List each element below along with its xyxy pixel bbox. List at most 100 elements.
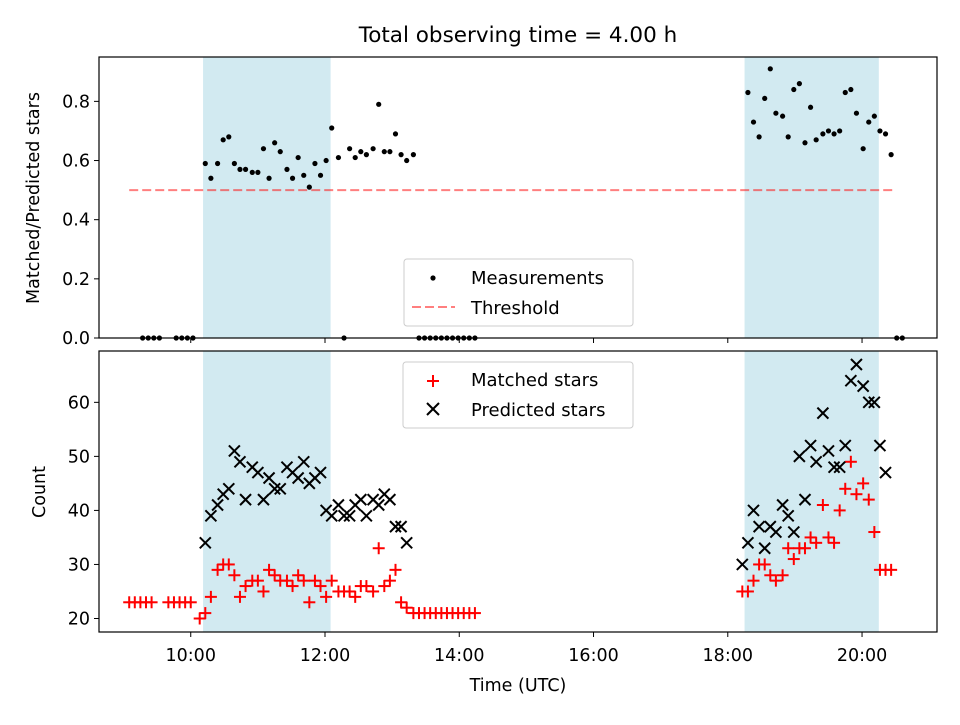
predicted-star-point [747, 504, 760, 517]
matched-star-point [292, 569, 305, 582]
y-tick-label: 60 [68, 393, 90, 413]
measurement-point [866, 119, 872, 125]
measurement-point [214, 160, 221, 167]
measurement-point [807, 104, 814, 110]
matched-star-point [297, 574, 310, 587]
predicted-star-point [873, 439, 887, 452]
measurement-point [820, 131, 826, 137]
predicted-star-point [862, 396, 875, 409]
top-legend: Measurements Threshold [403, 258, 634, 327]
predicted-star-point [360, 509, 373, 523]
predicted-star-point [816, 406, 830, 420]
matched-star-point [816, 499, 829, 512]
y-tick-label: 50 [68, 447, 90, 467]
chart-title: Total observing time = 4.00 h [358, 23, 678, 48]
matched-star-point [372, 542, 385, 555]
matched-star-point [211, 563, 224, 576]
matched-star-point [868, 526, 881, 539]
measurement-point [208, 175, 214, 181]
y-tick-label: 40 [68, 501, 90, 521]
measurement-point [266, 175, 272, 181]
measurement-point [398, 152, 404, 158]
measurement-point [796, 81, 802, 87]
predicted-star-point [372, 498, 385, 512]
predicted-star-point [257, 493, 270, 506]
matched-star-point [857, 477, 870, 490]
predicted-star-point [297, 455, 310, 468]
measurement-point [882, 131, 889, 137]
measurement-point [335, 154, 342, 161]
matched-star-point [257, 585, 270, 598]
measurement-points [140, 66, 905, 341]
matched-star-point [885, 563, 898, 576]
measurement-point [242, 166, 249, 172]
measurement-point [785, 134, 791, 140]
predicted-star-point [291, 471, 305, 485]
measurement-point [813, 137, 819, 143]
predicted-star-point [787, 525, 800, 539]
measurement-point [358, 149, 364, 155]
measurement-point [762, 95, 768, 102]
predicted-star-point [758, 542, 771, 555]
measurement-point [363, 152, 369, 158]
observing-windows-bottom [203, 351, 879, 632]
matched-star-point [378, 580, 391, 593]
predicted-star-point [809, 455, 823, 468]
y-tick-label: 0.6 [62, 152, 90, 172]
matched-star-point [325, 574, 338, 587]
matched-star-point [395, 596, 408, 609]
x-tick-label: 16:00 [568, 646, 618, 666]
measurement-point [780, 113, 786, 119]
predicted-star-point [741, 536, 755, 550]
measurement-point [255, 169, 261, 175]
bottom-legend-box [402, 361, 634, 429]
predicted-star-point [332, 498, 345, 512]
matched-star-point [822, 531, 835, 544]
matched-star-point [741, 585, 754, 598]
predicted-star-point [314, 466, 327, 479]
observing-window-1 [203, 351, 331, 632]
measurement-point [791, 86, 797, 93]
matched-star-point [850, 488, 863, 501]
predicted-star-point [844, 374, 858, 387]
measurement-point [249, 169, 255, 175]
predicted-star-point [822, 444, 835, 458]
matched-star-point [204, 590, 217, 603]
measurement-point [888, 152, 894, 158]
matched-star-point [199, 607, 212, 620]
observing-window-2 [744, 351, 879, 632]
predicted-star-point [736, 558, 749, 571]
x-tick-label: 18:00 [703, 646, 753, 666]
predicted-star-point [204, 509, 218, 523]
matched-star-point [222, 558, 235, 571]
measurement-point [202, 160, 208, 167]
predicted-star-point [337, 509, 351, 523]
matched-star-point [308, 574, 321, 587]
matched-star-point [280, 574, 293, 587]
measurement-point [272, 140, 278, 146]
measurement-point [410, 152, 416, 158]
predicted-star-point [354, 493, 368, 506]
matched-star-point [286, 580, 299, 593]
measurement-point [312, 160, 318, 167]
measurement-point [848, 86, 854, 93]
measurement-point [756, 134, 762, 140]
legend-matched-label: Matched stars [471, 370, 598, 391]
predicted-star-point [400, 536, 413, 550]
matched-star-point [769, 574, 782, 587]
matched-star-point [367, 585, 380, 598]
measurement-point [329, 125, 335, 131]
measurement-point [404, 157, 410, 164]
top-y-axis-label: Matched/Predicted stars [24, 92, 44, 304]
legend-measurements-marker [430, 275, 436, 281]
matched-star-point [383, 574, 396, 587]
measurement-point [860, 146, 866, 152]
predicted-star-point [394, 520, 408, 533]
y-tick-label: 20 [68, 609, 90, 629]
matched-star-point [844, 455, 857, 468]
predicted-star-point [798, 493, 812, 506]
predicted-star-point [793, 450, 806, 463]
matched-star-point [758, 558, 771, 571]
measurement-point [871, 113, 877, 119]
measurement-point [347, 146, 353, 152]
